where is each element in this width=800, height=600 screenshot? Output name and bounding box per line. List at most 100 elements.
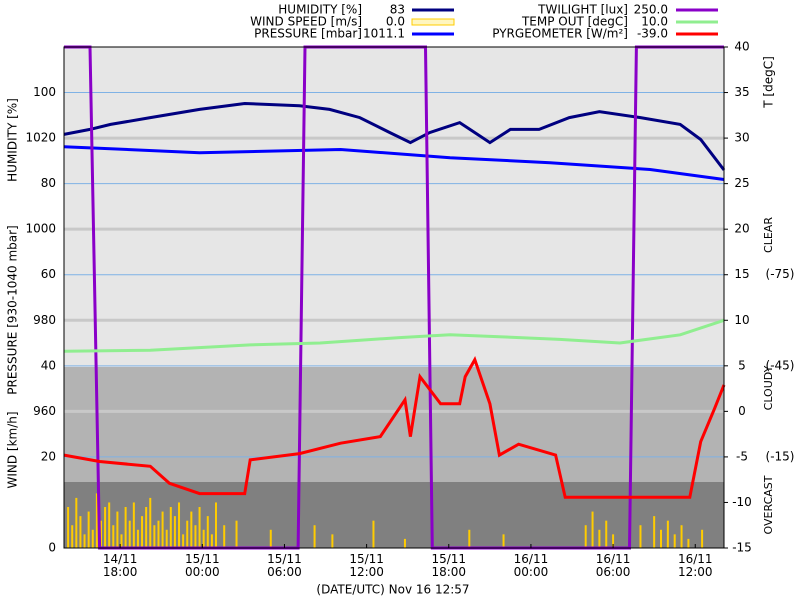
wind-bar [67,507,70,548]
wind-bar [75,497,78,548]
legend-value: 10.0 [641,15,668,29]
wind-bar [584,525,587,548]
wind-bar [136,529,139,548]
sky-label: CLEAR [762,217,775,253]
y-tick-label: 60 [41,267,56,281]
wind-bar [153,525,156,548]
wind-bar [116,511,119,548]
series-line [63,356,726,499]
wind-bar [120,534,123,548]
wind-bar [214,502,217,548]
legend-name: PYRGEOMETER [W/m²] [492,27,628,41]
wind-bar [331,534,334,548]
sky-label: CLOUDY [762,365,775,410]
y2-tick-label: 20 [734,222,749,236]
pyrg-tick-label: (-15) [766,449,795,463]
wind-bar [124,507,127,548]
wind-bar [372,520,375,548]
legend-value: 83 [390,3,405,17]
wind-bar [598,529,601,548]
y-tick-label: 0 [48,541,56,555]
temp-title: T [degC] [762,56,776,109]
x-axis-title: (DATE/UTC) Nov 16 12:57 [316,583,469,597]
wind-bar [190,511,193,548]
wind-bar [149,497,152,548]
y-tick-label: 80 [41,176,56,190]
y2-tick-label: 40 [734,40,749,54]
series-line [63,101,726,171]
y2-tick-label: 30 [734,131,749,145]
wind-bar [210,534,213,548]
y-tick-label: 40 [41,358,56,372]
wind-bar [612,534,615,548]
wind-title: WIND [km/h] [6,411,20,488]
wind-bar [198,507,201,548]
legend-value: 250.0 [634,3,668,17]
wind-bar [128,520,131,548]
wind-bar [235,520,238,548]
wind-bar [605,520,608,548]
y-tick-label: 960 [33,404,56,418]
y2-tick-label: -15 [732,541,752,555]
y2-tick-label: 0 [738,404,746,418]
wind-bar [71,525,74,548]
legend-name: WIND SPEED [m/s] [250,15,362,29]
wind-bar [468,529,471,548]
wind-bar [145,507,148,548]
wind-bar [83,534,86,548]
y-tick-label: 980 [33,313,56,327]
wind-bar [687,538,690,548]
wind-bar [79,516,82,548]
y-tick-label: 20 [41,449,56,463]
wind-bar [132,502,135,548]
wind-bar [313,525,316,548]
wind-bar [161,511,164,548]
wind-bar [182,534,185,548]
wind-bar [701,529,704,548]
x-tick-label: 16/11 12:00 [677,552,713,579]
y-tick-label: 100 [33,85,56,99]
wind-bar [99,520,102,548]
legend-name: HUMIDITY [%] [278,3,362,17]
legend-value: -39.0 [637,27,668,41]
wind-bar [653,516,656,548]
wind-bar [502,534,505,548]
y2-tick-label: 25 [734,176,749,190]
y-tick-label: 1020 [25,131,56,145]
wind-bar [165,529,168,548]
y2-tick-label: -5 [736,449,748,463]
wind-bar [206,516,209,548]
y2-tick-label: 10 [734,313,749,327]
wind-bar [269,529,272,548]
wind-bar [91,529,94,548]
wind-bar [660,529,663,548]
wind-bar [178,502,181,548]
humidity-title: HUMIDITY [%] [6,98,20,182]
series-line [63,145,725,181]
pyrg-tick-label: (-75) [766,267,795,281]
x-tick-label: 15/11 18:00 [431,552,467,579]
wind-bar [666,520,669,548]
grid [64,92,724,549]
plot-frame [63,46,725,549]
sky-label: OVERCAST [762,475,775,534]
wind-bar [169,507,172,548]
wind-bar [403,538,406,548]
wind-bar [639,525,642,548]
wind-bar [104,507,107,548]
wind-bar [673,534,676,548]
wind-bar [223,525,226,548]
x-tick-label: 14/11 18:00 [102,552,138,579]
legend-name: PRESSURE [mbar] [254,27,362,41]
wind-bar [186,520,189,548]
series-line [63,318,725,353]
wind-bar [591,511,594,548]
wind-bar [108,502,111,548]
cloudy-band [64,367,724,482]
wind-bar [202,529,205,548]
wind-bar [87,511,90,548]
x-tick-label: 16/11 06:00 [595,552,631,579]
legend-name: TEMP OUT [degC] [521,15,628,29]
